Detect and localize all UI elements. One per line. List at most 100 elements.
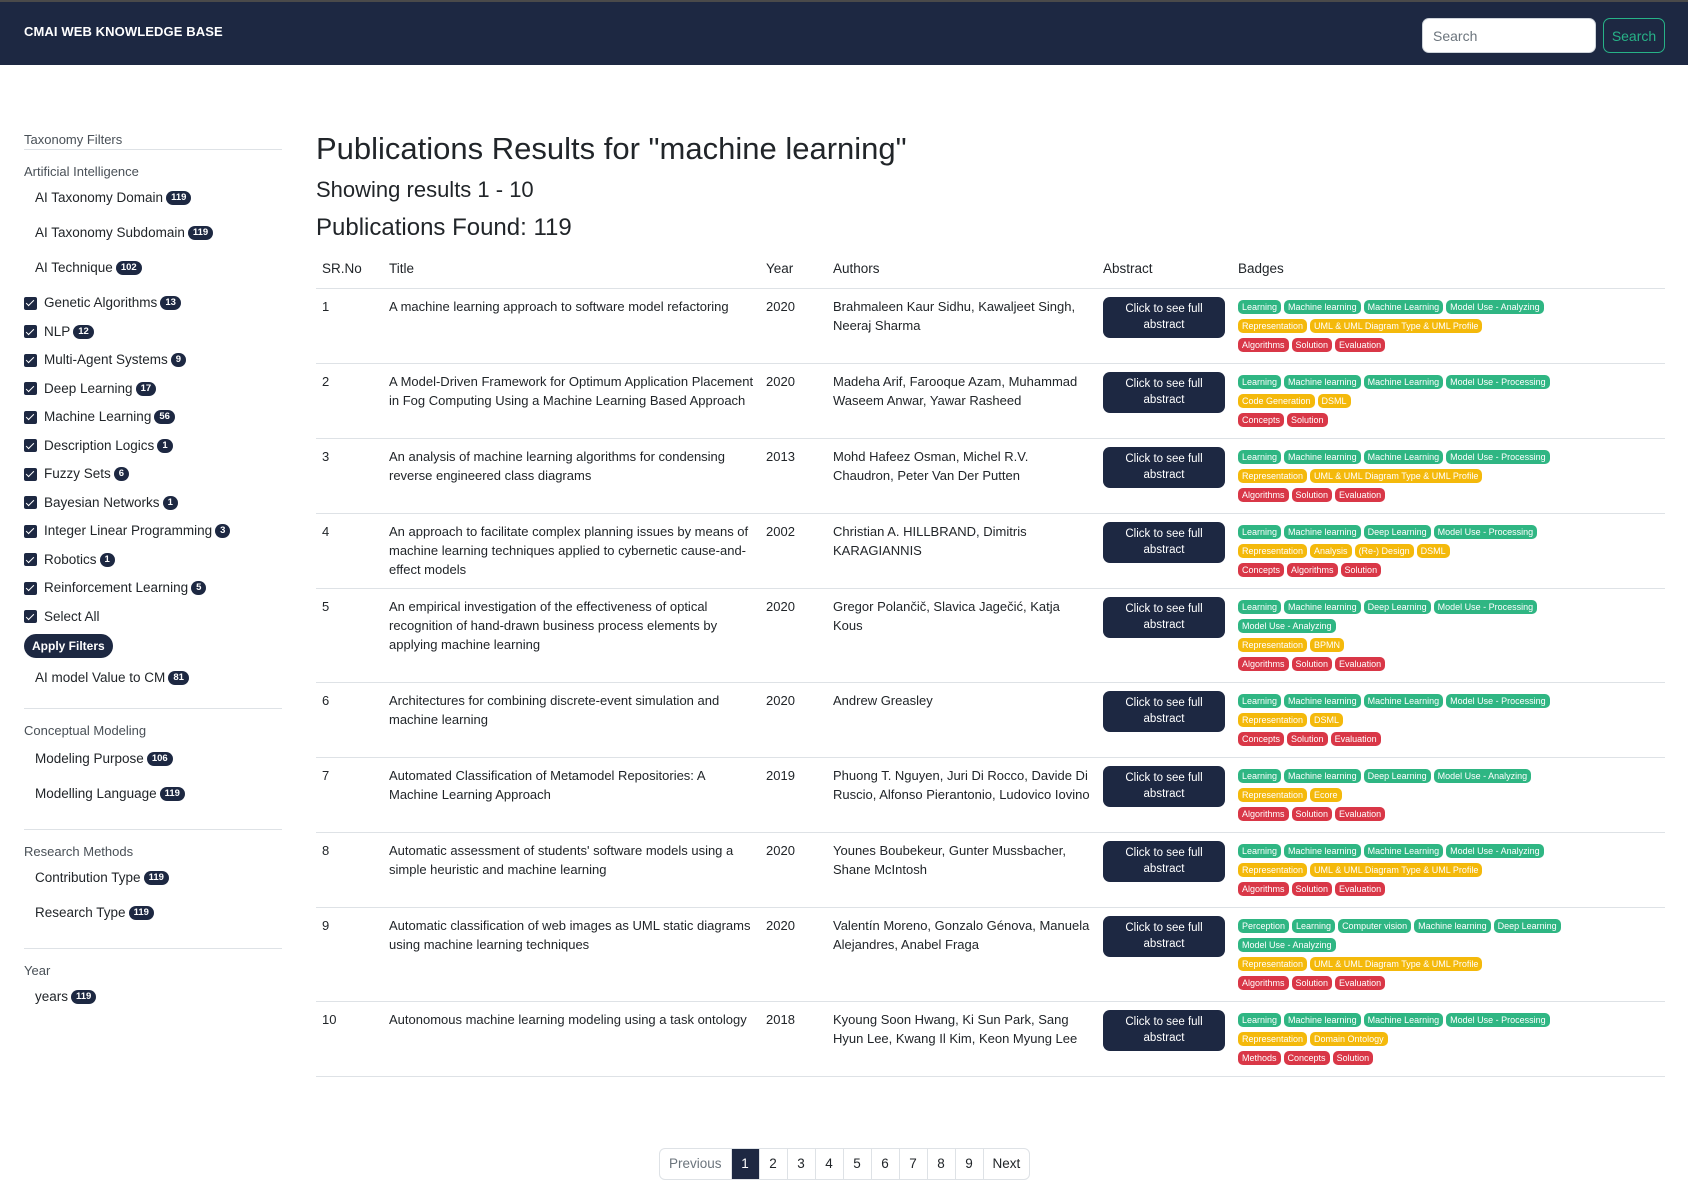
table-row: 6 Architectures for combining discrete-ev…	[316, 682, 1665, 758]
checkbox-checked-icon[interactable]	[24, 410, 37, 424]
sidebar-item-ai-taxonomy-subdomain[interactable]: AI Taxonomy Subdomain 119	[24, 219, 282, 254]
sidebar-item-ai-technique[interactable]: AI Technique 102	[24, 254, 282, 289]
filter-checkbox-machine-learning[interactable]: Machine Learning 56	[24, 403, 282, 432]
search-button[interactable]: Search	[1603, 18, 1665, 53]
badge: Representation	[1238, 712, 1308, 727]
filter-checkbox-integer-linear-programming[interactable]: Integer Linear Programming 3	[24, 517, 282, 546]
sidebar-item-contribution-type[interactable]: Contribution Type 119	[24, 864, 282, 899]
pagination-page-7[interactable]: 7	[900, 1149, 928, 1179]
checkbox-checked-icon[interactable]	[24, 296, 37, 310]
sidebar-item-modeling-purpose[interactable]: Modeling Purpose 106	[24, 745, 282, 780]
checkbox-checked-icon[interactable]	[24, 325, 37, 339]
filter-checkbox-fuzzy-sets[interactable]: Fuzzy Sets 6	[24, 460, 282, 489]
pagination-page-9[interactable]: 9	[956, 1149, 984, 1179]
view-abstract-button[interactable]: Click to see full abstract	[1103, 690, 1225, 732]
checkbox-checked-icon[interactable]	[24, 581, 37, 595]
table-row: 10 Autonomous machine learning modeling u…	[316, 1001, 1665, 1077]
apply-filters-button[interactable]: Apply Filters	[24, 634, 113, 658]
checkbox-checked-icon[interactable]	[24, 553, 37, 567]
filter-checkbox-reinforcement-learning[interactable]: Reinforcement Learning 5	[24, 574, 282, 603]
select-all-label: Select All	[44, 608, 100, 624]
view-abstract-button[interactable]: Click to see full abstract	[1103, 915, 1225, 957]
view-abstract-button[interactable]: Click to see full abstract	[1103, 521, 1225, 563]
checkbox-checked-icon[interactable]	[24, 467, 37, 481]
sidebar-item-modelling-language[interactable]: Modelling Language 119	[24, 780, 282, 815]
filter-checkbox-robotics[interactable]: Robotics 1	[24, 546, 282, 575]
pagination-previous-button[interactable]: Previous	[660, 1149, 732, 1179]
badge-line: Concepts Solution	[1238, 411, 1659, 427]
row-number: 7	[316, 757, 383, 833]
filter-label: Robotics	[44, 551, 97, 567]
badge: Solution	[1287, 412, 1328, 427]
checkbox-checked-icon[interactable]	[24, 353, 37, 367]
filter-checkbox-bayesian-networks[interactable]: Bayesian Networks 1	[24, 489, 282, 518]
filter-checkbox-deep-learning[interactable]: Deep Learning 17	[24, 375, 282, 404]
badge: Evaluation	[1335, 487, 1386, 502]
badge-line: Algorithms Solution Evaluation	[1238, 805, 1659, 821]
pagination-page-5[interactable]: 5	[844, 1149, 872, 1179]
row-title: Architectures for combining discrete-eve…	[383, 682, 760, 758]
brand-title[interactable]: CMAI WEB KNOWLEDGE BASE	[24, 24, 223, 39]
filter-checkbox-multi-agent-systems[interactable]: Multi-Agent Systems 9	[24, 346, 282, 375]
row-number: 1	[316, 288, 383, 364]
badge: UML & UML Diagram Type & UML Profile	[1310, 862, 1483, 877]
view-abstract-button[interactable]: Click to see full abstract	[1103, 596, 1225, 638]
filter-checkbox-description-logics[interactable]: Description Logics 1	[24, 432, 282, 461]
view-abstract-button[interactable]: Click to see full abstract	[1103, 296, 1225, 338]
badge: Model Use - Processing	[1446, 449, 1550, 464]
sidebar-item-label: Modeling Purpose	[35, 751, 144, 766]
row-abstract-cell: Click to see full abstract	[1097, 288, 1232, 364]
checkbox-checked-icon[interactable]	[24, 610, 37, 624]
filter-checkbox-nlp[interactable]: NLP 12	[24, 318, 282, 347]
badge-line: Algorithms Solution Evaluation	[1238, 336, 1659, 352]
checkbox-checked-icon[interactable]	[24, 439, 37, 453]
badge-line: Concepts Solution Evaluation	[1238, 730, 1659, 746]
pagination-page-4[interactable]: 4	[816, 1149, 844, 1179]
sidebar-item-ai-taxonomy-domain[interactable]: AI Taxonomy Domain 119	[24, 184, 282, 219]
showing-results-text: Showing results 1 - 10	[316, 177, 534, 202]
badge: Domain Ontology	[1310, 1031, 1388, 1046]
checkbox-checked-icon[interactable]	[24, 524, 37, 538]
pagination-page-3[interactable]: 3	[788, 1149, 816, 1179]
pagination-page-2[interactable]: 2	[760, 1149, 788, 1179]
row-number: 2	[316, 363, 383, 439]
filter-checkbox-genetic-algorithms[interactable]: Genetic Algorithms 13	[24, 289, 282, 318]
badge: Learning	[1238, 599, 1282, 614]
view-abstract-button[interactable]: Click to see full abstract	[1103, 1009, 1225, 1051]
badge: Machine learning	[1284, 524, 1361, 539]
view-abstract-button[interactable]: Click to see full abstract	[1103, 840, 1225, 882]
table-row: 8 Automatic assessment of students' softw…	[316, 832, 1665, 908]
badge: DSML	[1416, 543, 1450, 558]
view-abstract-button[interactable]: Click to see full abstract	[1103, 765, 1225, 807]
select-all-checkbox[interactable]: Select All	[24, 603, 282, 632]
view-abstract-button[interactable]: Click to see full abstract	[1103, 371, 1225, 413]
pagination-page-1[interactable]: 1	[731, 1149, 760, 1179]
header-badges: Badges	[1232, 250, 1665, 289]
checkbox-checked-icon[interactable]	[24, 496, 37, 510]
badge: DSML	[1310, 712, 1344, 727]
badge: Algorithms	[1238, 975, 1289, 990]
view-abstract-button[interactable]: Click to see full abstract	[1103, 446, 1225, 488]
badge: Evaluation	[1335, 881, 1386, 896]
badge: UML & UML Diagram Type & UML Profile	[1310, 318, 1483, 333]
pagination-page-6[interactable]: 6	[872, 1149, 900, 1179]
badge: Algorithms	[1238, 806, 1289, 821]
sidebar-item-label: AI Taxonomy Subdomain	[35, 225, 185, 240]
sidebar-item-label: AI Technique	[35, 260, 113, 275]
pagination-next-button[interactable]: Next	[992, 1156, 1021, 1171]
search-input[interactable]	[1422, 18, 1596, 53]
pagination-page-8[interactable]: 8	[928, 1149, 956, 1179]
sidebar-item-years[interactable]: years 119	[24, 983, 282, 1018]
sidebar-item-label: Modelling Language	[35, 786, 157, 801]
badge: Machine learning	[1284, 1012, 1361, 1027]
count-badge: 6	[113, 467, 130, 482]
badge: Code Generation	[1238, 393, 1315, 408]
sidebar-item-research-type[interactable]: Research Type 119	[24, 899, 282, 934]
row-authors: Kyoung Soon Hwang, Ki Sun Park, Sang Hyu…	[827, 1001, 1097, 1077]
sidebar-item-ai-model-value[interactable]: AI model Value to CM 81	[24, 664, 282, 694]
header-srno: SR.No	[316, 250, 383, 289]
row-authors: Brahmaleen Kaur Sidhu, Kawaljeet Singh, …	[827, 288, 1097, 364]
checkbox-checked-icon[interactable]	[24, 382, 37, 396]
count-badge: 17	[135, 381, 157, 396]
